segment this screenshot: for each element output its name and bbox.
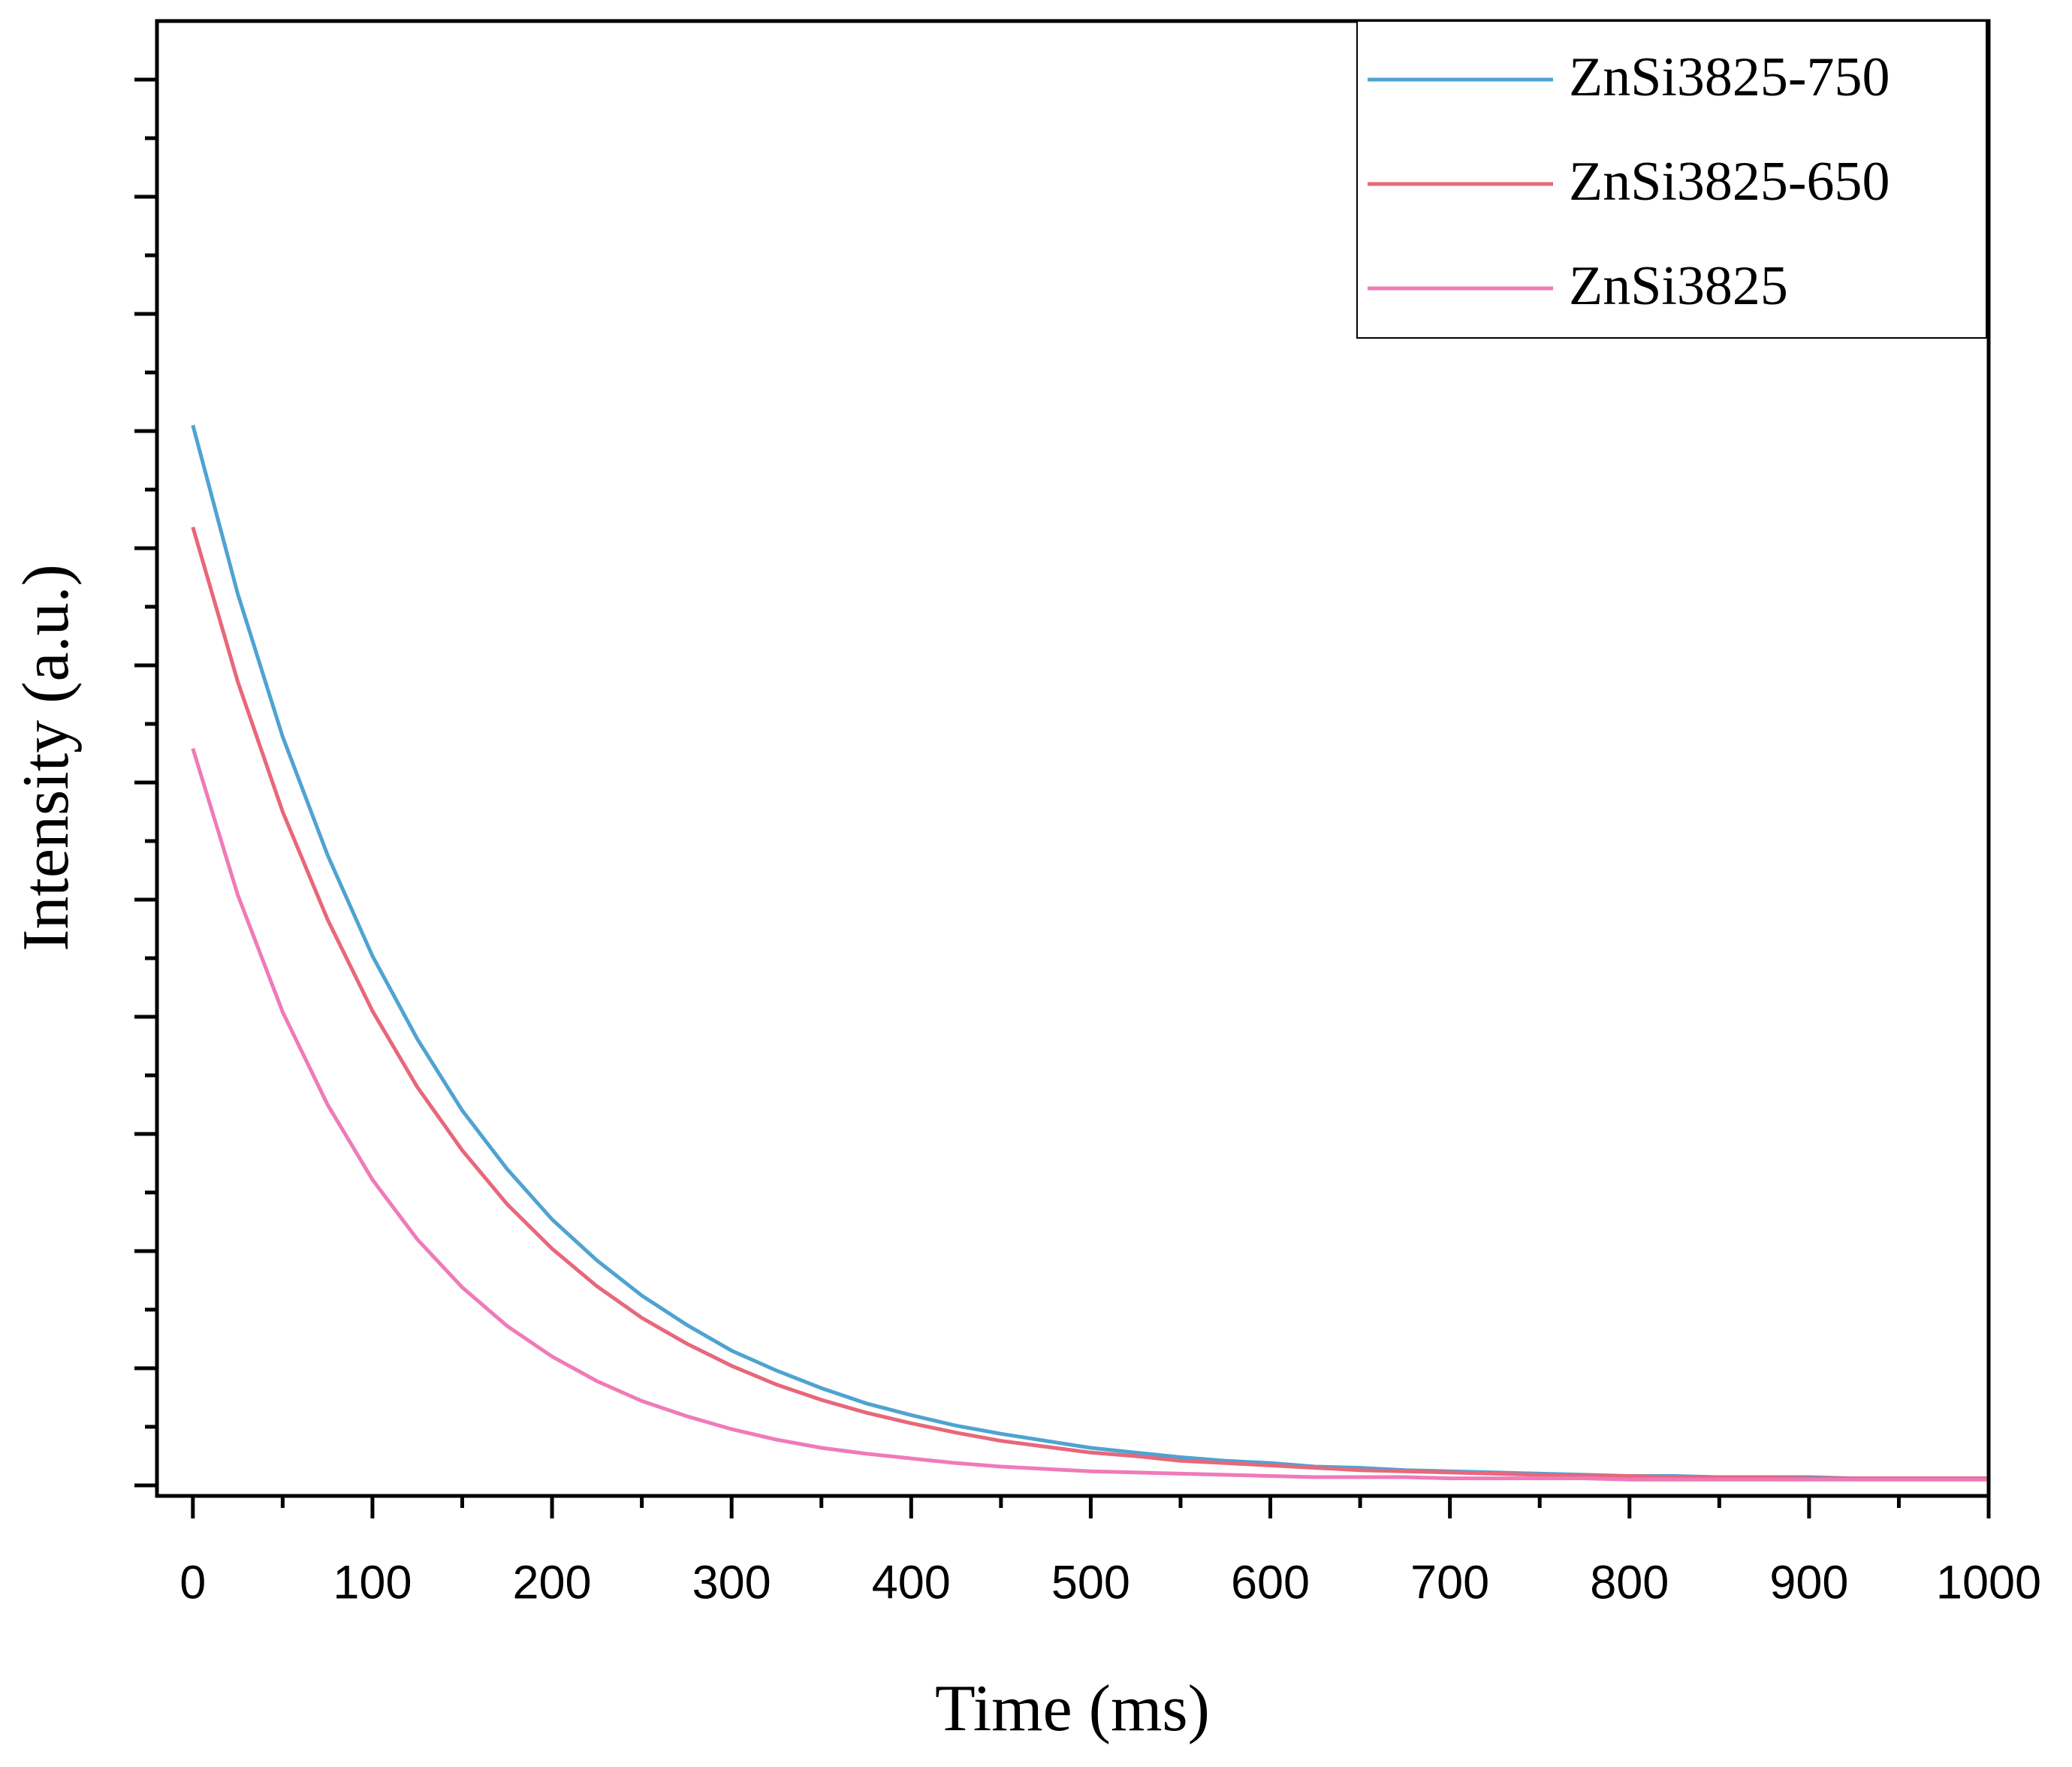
x-tick-label: 100 <box>333 1557 412 1609</box>
series-line <box>191 424 1989 1481</box>
x-tick-label: 0 <box>179 1557 206 1609</box>
x-axis-title: Time (ms) <box>935 1672 1210 1745</box>
y-axis-title: Intensity (a.u.) <box>10 564 83 951</box>
x-tick-label: 1000 <box>1936 1557 2041 1609</box>
x-tick-label: 700 <box>1410 1557 1489 1609</box>
x-tick-label: 200 <box>512 1557 591 1609</box>
legend-box <box>1356 20 1987 339</box>
legend-label: ZnSi3825 <box>1569 255 1788 317</box>
x-tick-label: 800 <box>1590 1557 1669 1609</box>
legend-label: ZnSi3825-650 <box>1569 151 1890 213</box>
series-line <box>191 747 1989 1482</box>
x-tick-label: 400 <box>872 1557 951 1609</box>
plot-frame <box>155 19 1991 1498</box>
x-tick-label: 600 <box>1231 1557 1310 1609</box>
x-tick-label: 500 <box>1051 1557 1130 1609</box>
x-tick-label: 900 <box>1769 1557 1848 1609</box>
x-tick-label: 300 <box>692 1557 771 1609</box>
legend-label: ZnSi3825-750 <box>1569 47 1890 108</box>
series-line <box>191 526 1989 1481</box>
